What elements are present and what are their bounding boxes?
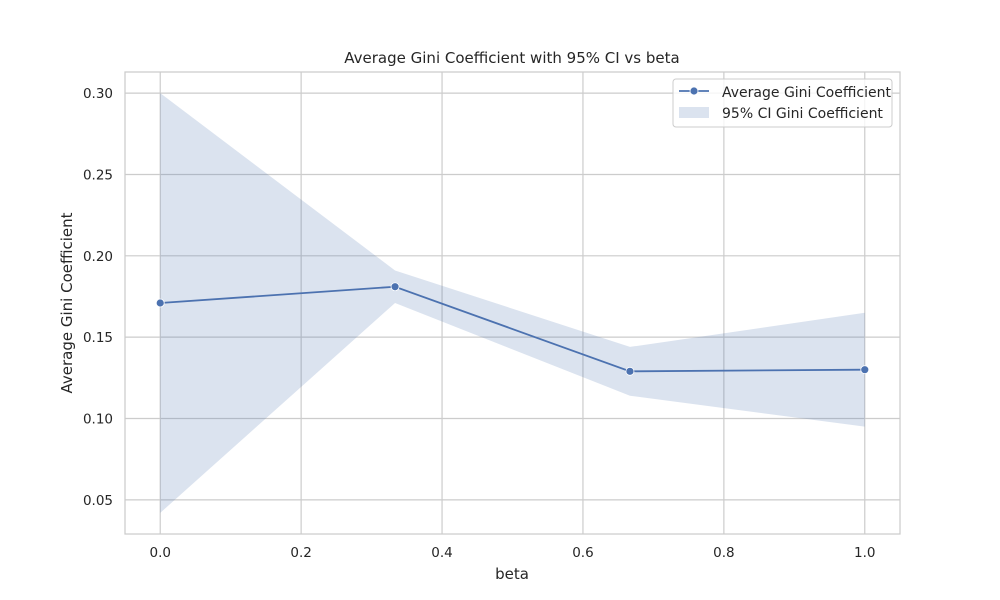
y-tick-label: 0.05 bbox=[83, 493, 113, 509]
legend-marker-swatch bbox=[689, 86, 699, 96]
legend-label-ci: 95% CI Gini Coefficient bbox=[722, 106, 883, 122]
legend-box bbox=[672, 78, 893, 128]
x-tick-label: 0.4 bbox=[431, 545, 452, 561]
ci-band-layer bbox=[160, 93, 865, 513]
y-tick-label: 0.30 bbox=[83, 86, 113, 102]
plot-background bbox=[125, 72, 900, 534]
series-layer bbox=[155, 282, 870, 376]
data-point bbox=[390, 282, 400, 292]
x-tick-label: 0.6 bbox=[572, 545, 593, 561]
x-tick-label: 1.0 bbox=[854, 545, 875, 561]
legend: Average Gini Coefficient 95% CI Gini Coe… bbox=[672, 78, 893, 128]
ci-band bbox=[160, 93, 865, 513]
x-tick-label: 0.0 bbox=[149, 545, 170, 561]
y-tick-label: 0.20 bbox=[83, 249, 113, 265]
y-tick-label: 0.15 bbox=[83, 330, 113, 346]
y-tick-label: 0.10 bbox=[83, 412, 113, 428]
plot-frame bbox=[124, 71, 901, 535]
y-tick-labels: 0.05 0.10 0.15 0.20 0.25 0.30 bbox=[83, 86, 113, 509]
data-point bbox=[625, 366, 635, 376]
chart-title: Average Gini Coefficient with 95% CI vs … bbox=[344, 49, 679, 67]
legend-label-average: Average Gini Coefficient bbox=[722, 85, 891, 101]
x-tick-label: 0.8 bbox=[713, 545, 734, 561]
y-axis-label: Average Gini Coefficient bbox=[58, 212, 76, 393]
x-axis-label: beta bbox=[495, 565, 529, 583]
series-line bbox=[160, 285, 865, 373]
x-tick-labels: 0.0 0.2 0.4 0.6 0.8 1.0 bbox=[149, 545, 875, 561]
data-point bbox=[860, 365, 870, 375]
legend-ci-swatch bbox=[679, 107, 709, 118]
x-tick-label: 0.2 bbox=[290, 545, 311, 561]
data-point bbox=[155, 298, 165, 308]
y-tick-label: 0.25 bbox=[83, 167, 113, 183]
